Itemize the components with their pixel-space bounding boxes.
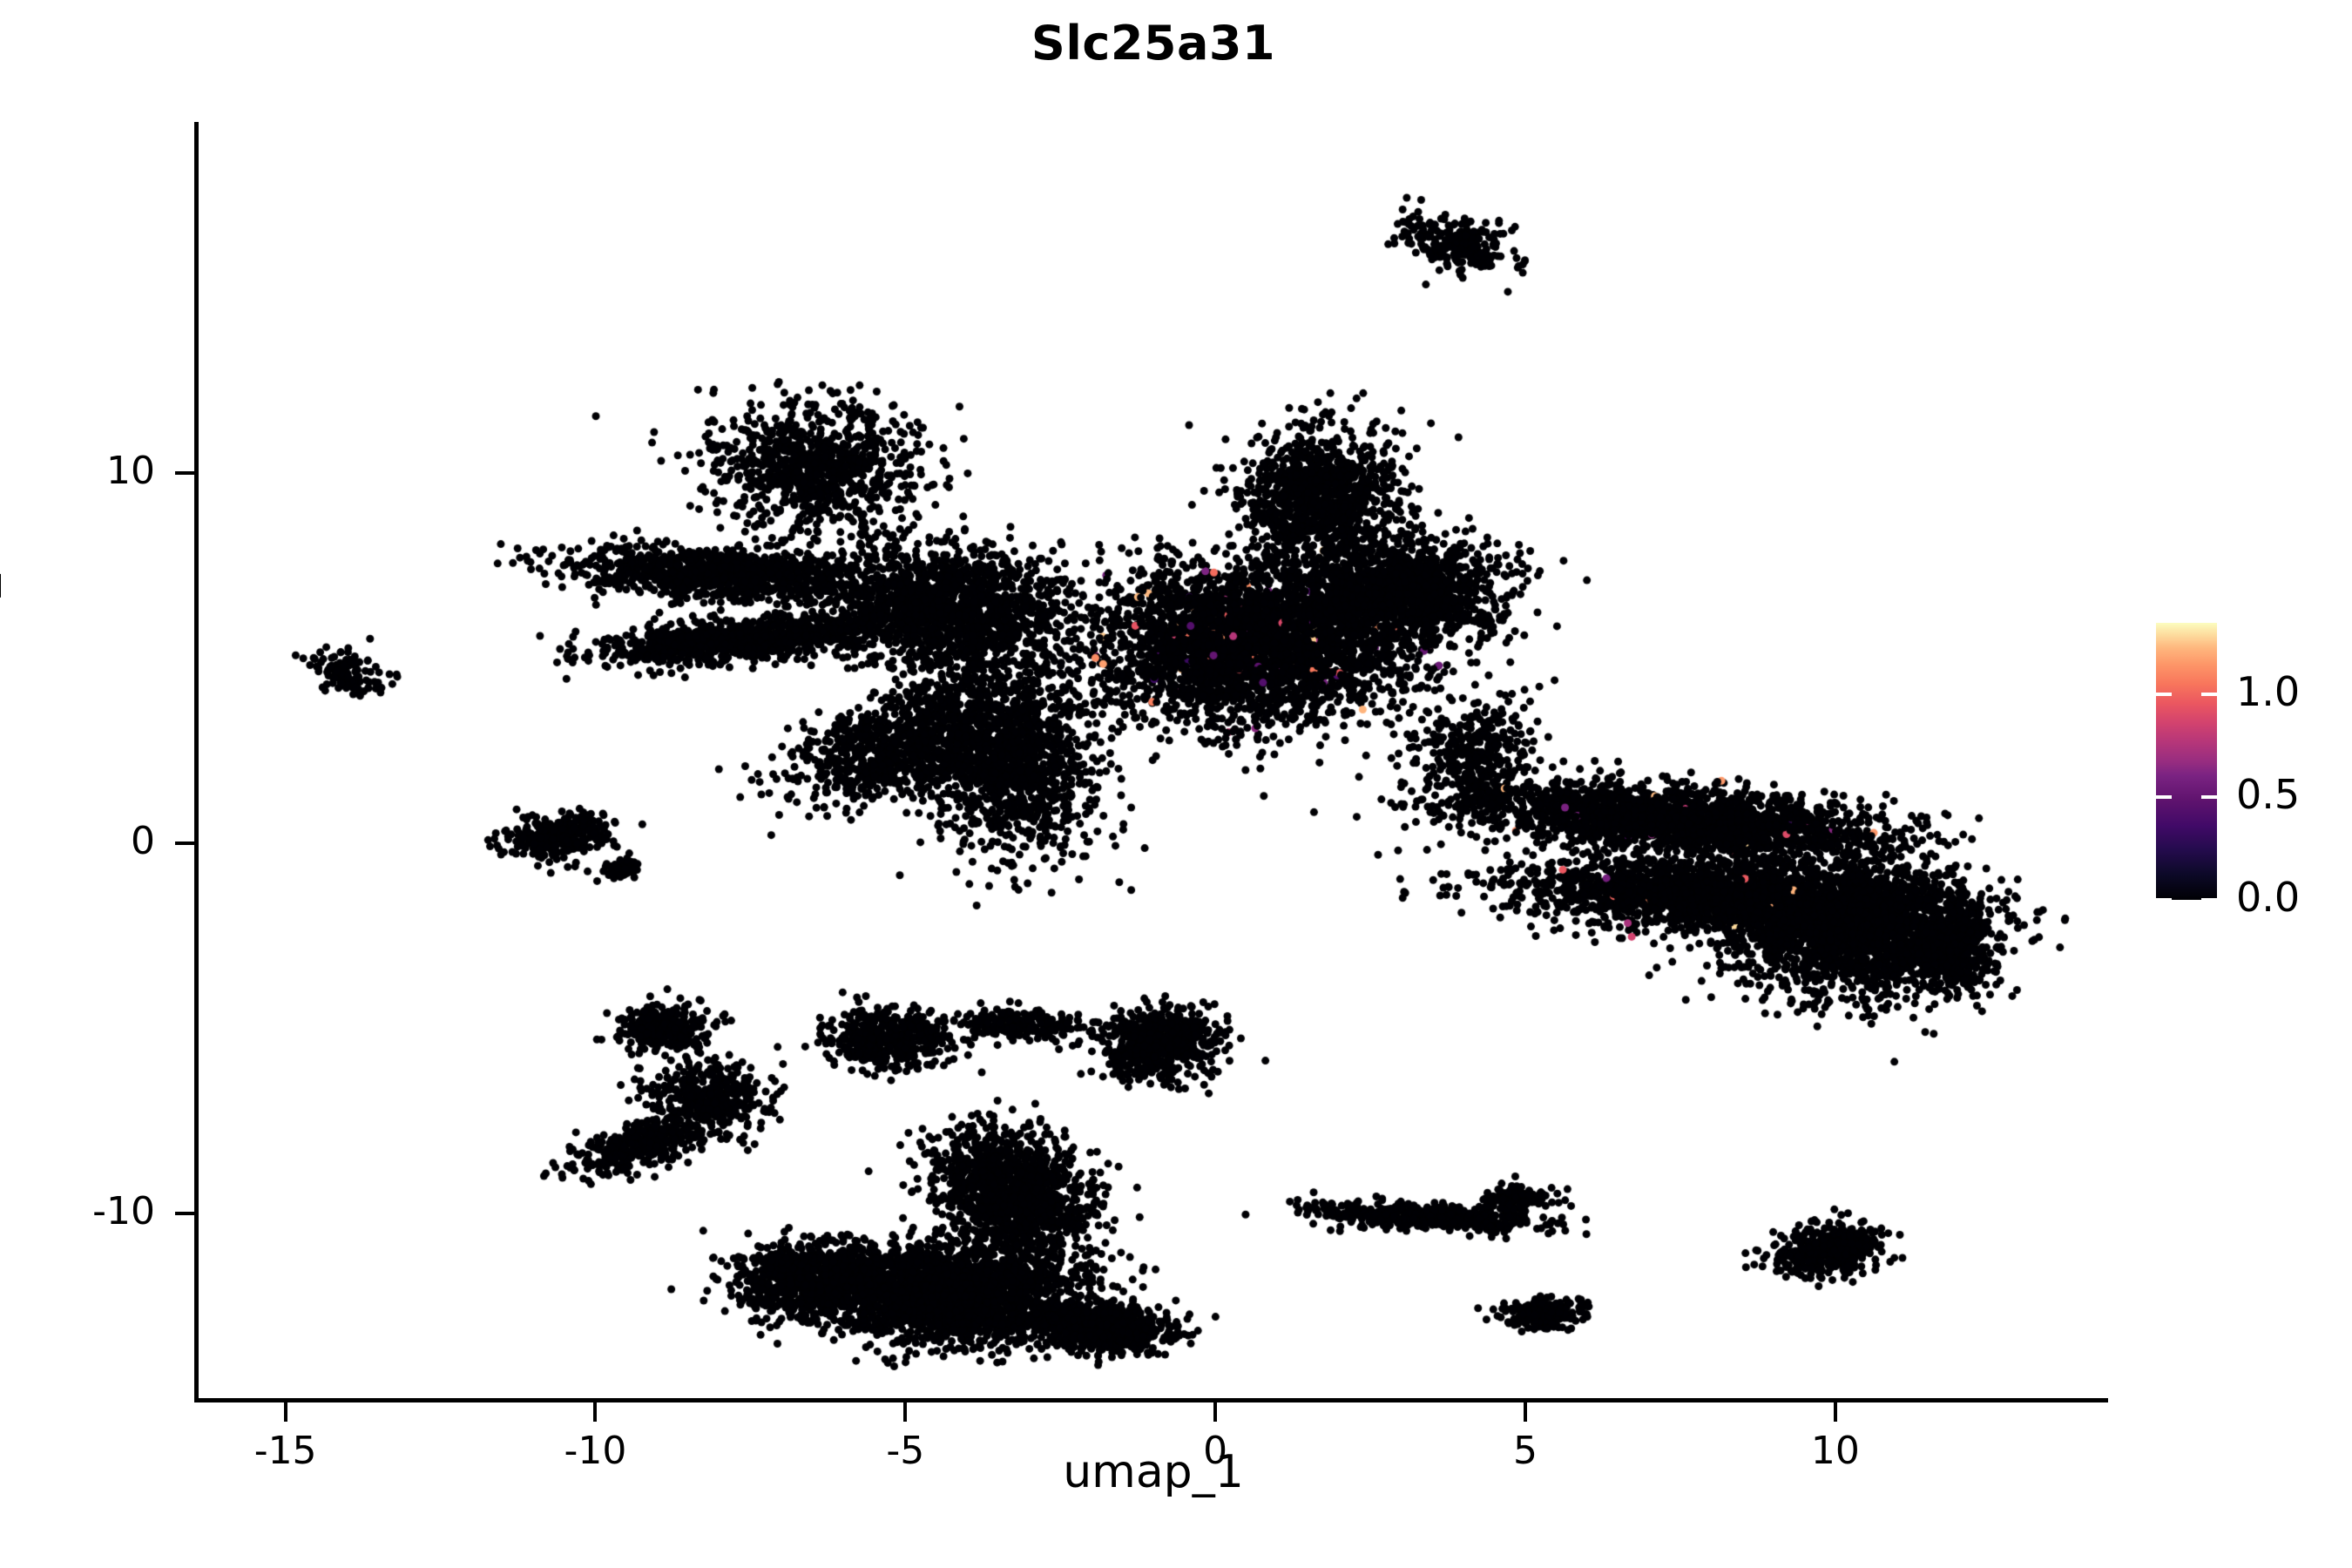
y-tick-label: 0: [131, 819, 155, 864]
x-axis-label: umap_1: [1063, 1446, 1244, 1498]
x-tick-mark: [283, 1402, 287, 1422]
y-tick-mark: [175, 1211, 194, 1215]
colorbar-tick-mark: [2201, 795, 2217, 800]
y-tick-mark: [175, 841, 194, 846]
y-axis-label: umap_2: [0, 545, 2, 727]
colorbar-tick-mark: [2201, 898, 2217, 902]
plot-axes: -15 -10 -5 0 5 10 10 0 -10: [92, 122, 2108, 1473]
x-tick-label: 0: [1203, 1429, 1228, 1473]
x-tick-mark: [1833, 1402, 1837, 1422]
colorbar-gradient: [2156, 623, 2217, 900]
x-tick-mark: [1213, 1402, 1218, 1422]
x-tick-label: 10: [1810, 1429, 1860, 1473]
colorbar-tick-mark: [2156, 795, 2172, 800]
colorbar-tick-mark: [2156, 693, 2172, 697]
colorbar-tick-mark: [2201, 693, 2217, 697]
y-tick-label: -10: [92, 1188, 155, 1233]
colorbar-tick-label: 1.0: [2236, 668, 2301, 716]
x-tick-mark: [1524, 1402, 1527, 1422]
y-tick-label: 10: [106, 449, 155, 494]
x-tick-mark: [593, 1402, 598, 1422]
x-tick-label: -10: [564, 1429, 627, 1473]
colorbar-tick-label: 0.5: [2236, 771, 2301, 819]
y-tick-mark: [175, 471, 194, 476]
x-tick-label: -15: [253, 1429, 317, 1473]
axis-spine-left: [194, 122, 199, 1398]
x-tick-mark: [903, 1402, 908, 1422]
colorbar[interactable]: 0.0 0.5 1.0: [2156, 623, 2352, 921]
colorbar-tick-mark: [2156, 898, 2172, 902]
x-tick-label: 5: [1513, 1429, 1538, 1473]
axis-spine-bottom: [194, 1398, 2108, 1402]
colorbar-tick-label: 0.0: [2236, 874, 2301, 921]
page-title: Slc25a31: [1031, 16, 1276, 71]
scatter-plot-area[interactable]: [199, 122, 2108, 1398]
x-tick-label: -5: [886, 1429, 925, 1473]
scatter-points-layer: [199, 122, 2108, 1398]
